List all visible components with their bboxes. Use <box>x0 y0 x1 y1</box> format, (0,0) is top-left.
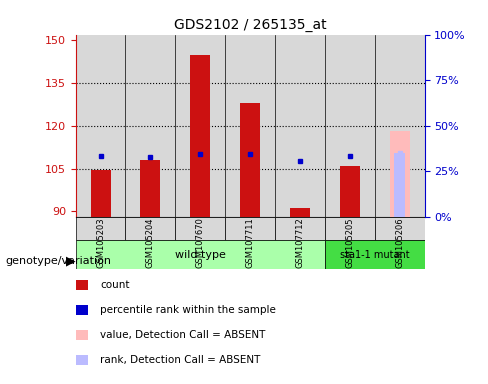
Bar <box>125 217 175 240</box>
Text: wild type: wild type <box>175 250 225 260</box>
Bar <box>375 217 425 240</box>
Bar <box>394 153 405 217</box>
Bar <box>340 166 360 217</box>
Bar <box>76 217 125 240</box>
Text: rank, Detection Call = ABSENT: rank, Detection Call = ABSENT <box>100 355 261 365</box>
Title: GDS2102 / 265135_at: GDS2102 / 265135_at <box>174 18 326 32</box>
Text: genotype/variation: genotype/variation <box>5 256 111 266</box>
Bar <box>390 131 409 217</box>
Text: GSM107712: GSM107712 <box>295 217 305 268</box>
Text: GSM107711: GSM107711 <box>245 217 255 268</box>
Bar <box>325 240 425 269</box>
Bar <box>141 160 161 217</box>
Bar <box>275 35 325 217</box>
Text: percentile rank within the sample: percentile rank within the sample <box>100 305 276 315</box>
Bar <box>375 35 425 217</box>
Bar <box>275 217 325 240</box>
Text: GSM105204: GSM105204 <box>146 217 155 268</box>
Bar <box>325 35 375 217</box>
Bar <box>76 35 125 217</box>
Bar <box>240 103 260 217</box>
Text: GSM105203: GSM105203 <box>96 217 105 268</box>
Bar <box>91 170 111 217</box>
Text: value, Detection Call = ABSENT: value, Detection Call = ABSENT <box>100 330 265 340</box>
Bar <box>225 217 275 240</box>
Bar <box>175 217 225 240</box>
Bar <box>290 209 310 217</box>
Text: GSM107670: GSM107670 <box>196 217 205 268</box>
Bar <box>190 55 210 217</box>
Bar <box>325 217 375 240</box>
Bar <box>76 240 325 269</box>
Text: GSM105206: GSM105206 <box>395 217 404 268</box>
Bar <box>175 35 225 217</box>
Text: count: count <box>100 280 129 290</box>
Bar <box>125 35 175 217</box>
Text: sta1-1 mutant: sta1-1 mutant <box>340 250 409 260</box>
Bar <box>225 35 275 217</box>
Text: ▶: ▶ <box>66 255 76 268</box>
Text: GSM105205: GSM105205 <box>346 217 354 268</box>
